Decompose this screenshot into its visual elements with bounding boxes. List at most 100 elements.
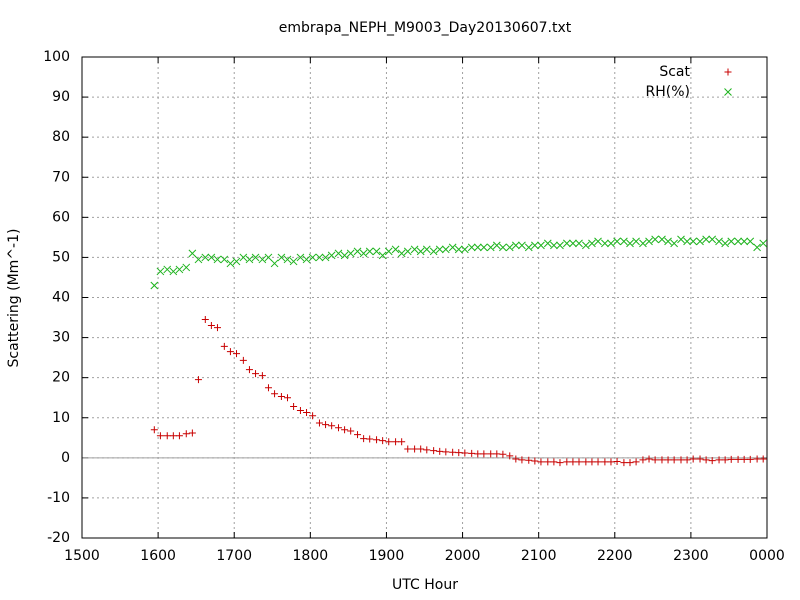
- point: [468, 449, 476, 457]
- point: [575, 239, 583, 248]
- point: [550, 458, 558, 466]
- point: [506, 452, 514, 460]
- point: [740, 455, 748, 463]
- point: [670, 239, 678, 248]
- point: [252, 370, 260, 378]
- point: [347, 427, 355, 435]
- point: [150, 281, 159, 290]
- point: [664, 456, 672, 464]
- point: [620, 237, 628, 246]
- point: [245, 255, 254, 264]
- point: [480, 243, 488, 252]
- point: [601, 458, 609, 466]
- point: [702, 456, 710, 464]
- point: [569, 239, 577, 248]
- point: [378, 251, 387, 260]
- y-tick-label: 60: [52, 209, 70, 225]
- point: [594, 458, 602, 466]
- point: [715, 456, 723, 464]
- point: [416, 247, 425, 256]
- x-tick-label: 2200: [597, 548, 633, 564]
- y-tick-label: 70: [52, 169, 70, 185]
- legend-marker: [724, 88, 732, 96]
- point: [537, 458, 545, 466]
- legend-label: Scat: [659, 64, 690, 80]
- point: [696, 455, 704, 463]
- point: [639, 456, 647, 464]
- point: [309, 412, 317, 420]
- point: [435, 245, 444, 254]
- y-tick-label: 100: [43, 49, 70, 65]
- point: [334, 424, 342, 432]
- point: [289, 257, 298, 266]
- point: [632, 458, 640, 466]
- y-tick-label: 50: [52, 249, 70, 265]
- point: [740, 237, 749, 246]
- point: [556, 241, 564, 250]
- point: [467, 243, 476, 252]
- point: [753, 243, 761, 252]
- point: [264, 253, 273, 262]
- point: [373, 436, 381, 444]
- point: [384, 247, 393, 256]
- point: [645, 237, 653, 246]
- point: [284, 394, 291, 402]
- point: [156, 432, 164, 440]
- point: [182, 263, 191, 272]
- point: [486, 243, 495, 252]
- point: [264, 384, 272, 392]
- y-tick-label: 80: [52, 129, 70, 145]
- point: [302, 255, 311, 264]
- plot-frame: [81, 56, 768, 539]
- point: [277, 393, 285, 401]
- point: [689, 237, 698, 246]
- point: [226, 348, 234, 356]
- point: [505, 243, 514, 252]
- x-tick-label: 1800: [293, 548, 329, 564]
- point: [702, 235, 710, 244]
- point: [220, 255, 229, 264]
- point: [239, 356, 247, 364]
- point: [423, 446, 431, 454]
- point: [411, 445, 419, 453]
- point: [213, 255, 222, 264]
- point: [473, 243, 482, 252]
- y-tick-label: -20: [47, 530, 70, 546]
- legend-label: RH(%): [646, 84, 690, 100]
- point: [303, 409, 311, 417]
- x-tick-label: 1900: [369, 548, 405, 564]
- point: [207, 253, 216, 262]
- point: [715, 237, 723, 246]
- point: [194, 376, 202, 384]
- point: [531, 457, 539, 465]
- point: [651, 235, 659, 244]
- point: [658, 456, 666, 464]
- point: [277, 253, 286, 262]
- x-tick-label: 0000: [749, 548, 785, 564]
- point: [683, 456, 691, 464]
- point: [524, 243, 533, 252]
- point: [582, 458, 590, 466]
- point: [346, 249, 355, 258]
- point: [175, 432, 183, 440]
- point: [283, 255, 292, 264]
- point: [442, 448, 450, 456]
- point: [341, 426, 349, 434]
- point: [233, 350, 241, 358]
- point: [308, 253, 317, 262]
- point: [683, 237, 691, 246]
- point: [480, 450, 488, 458]
- point: [226, 259, 235, 268]
- point: [182, 430, 190, 438]
- point: [296, 407, 304, 415]
- point: [499, 243, 507, 252]
- point: [194, 255, 203, 264]
- point: [188, 249, 197, 258]
- x-axis-label: UTC Hour: [392, 577, 458, 593]
- point: [727, 455, 735, 463]
- point: [366, 435, 374, 443]
- point: [163, 432, 171, 440]
- point: [245, 366, 253, 374]
- point: [169, 432, 177, 440]
- point: [258, 372, 266, 380]
